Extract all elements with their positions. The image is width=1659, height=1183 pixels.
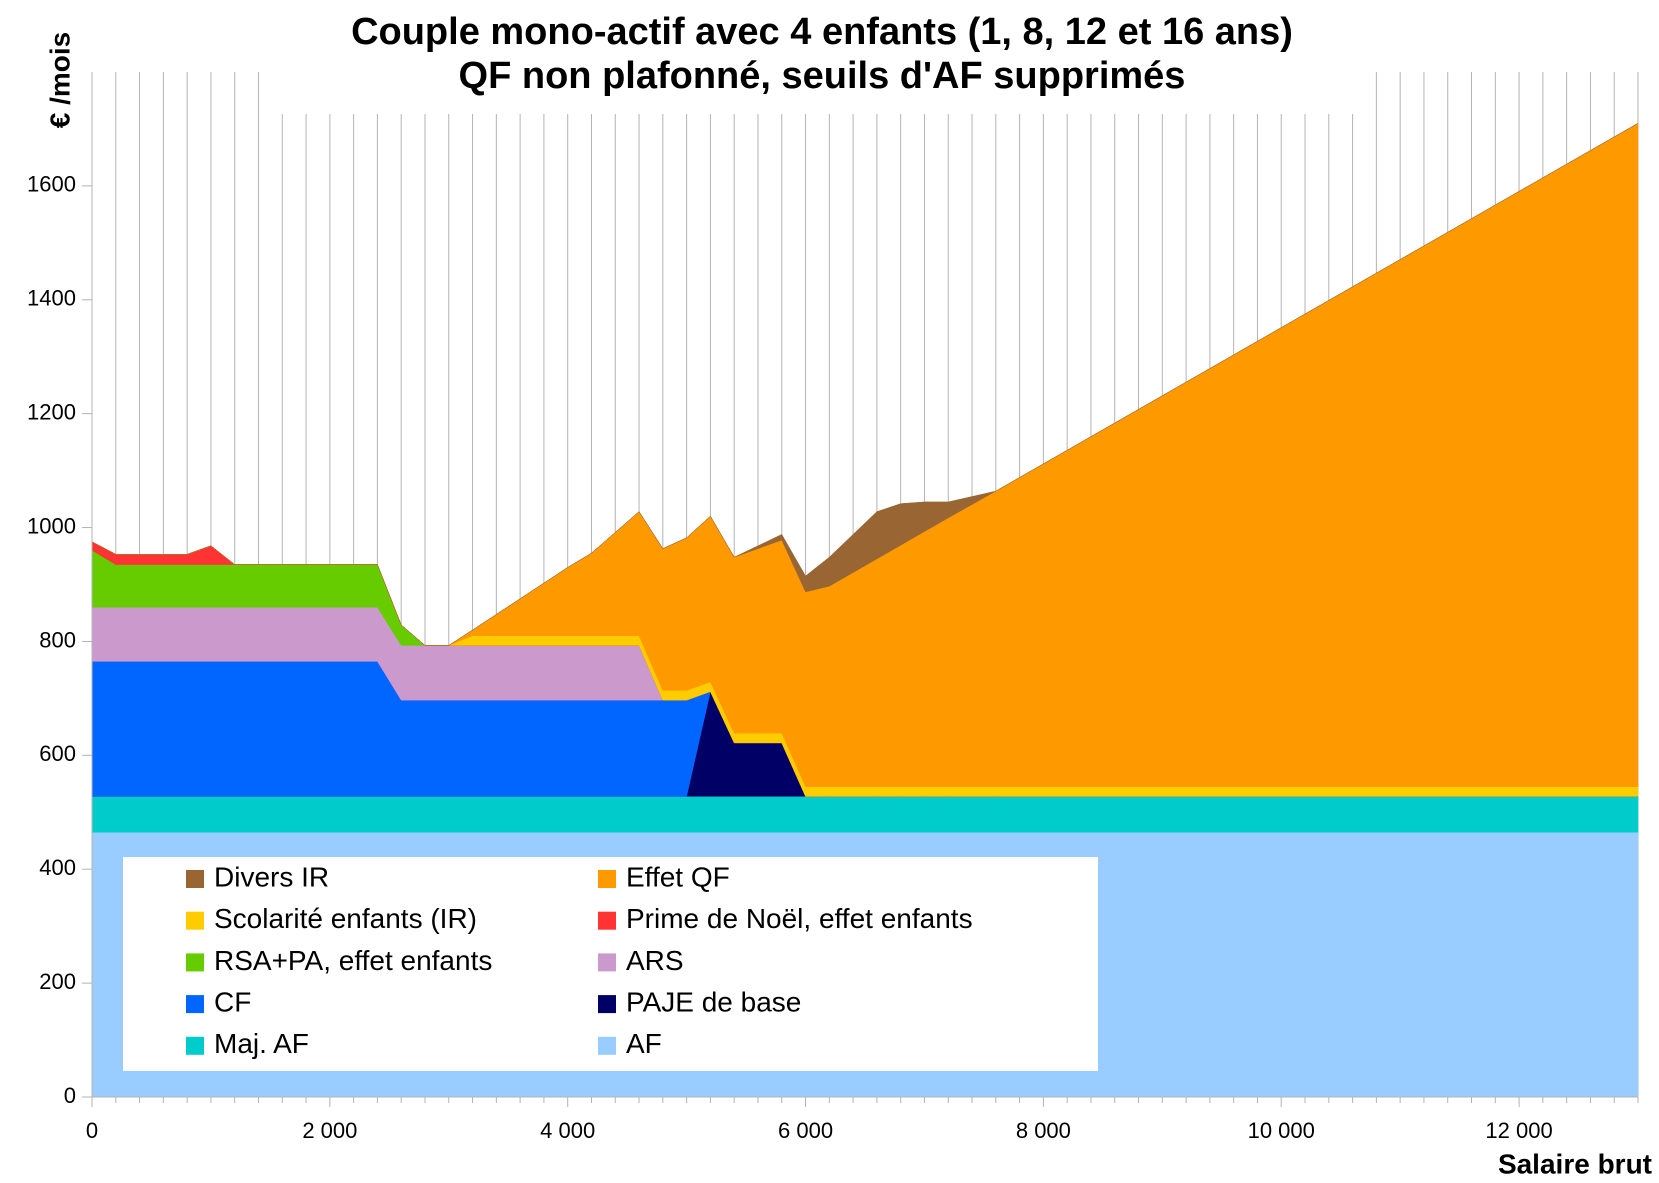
y-tick-label: 600 [39,741,76,766]
legend-swatch [598,911,616,930]
x-tick-label: 8 000 [1016,1118,1071,1143]
y-tick-label: 1000 [27,513,76,538]
legend-label: Divers IR [214,861,329,892]
x-tick-label: 0 [86,1118,98,1143]
legend-label: RSA+PA, effet enfants [214,945,492,976]
legend-swatch [598,870,616,888]
y-tick-label: 1400 [27,286,76,311]
legend-label: Scolarité enfants (IR) [214,903,477,934]
legend-label: Maj. AF [214,1028,309,1059]
x-tick-label: 10 000 [1248,1118,1315,1143]
legend-swatch [186,911,204,930]
legend-label: Prime de Noël, effet enfants [626,903,973,934]
y-tick-label: 1600 [27,172,76,197]
x-tick-label: 12 000 [1485,1118,1552,1143]
legend-swatch [186,953,204,972]
legend-swatch [186,870,204,888]
legend-label: CF [214,986,251,1017]
legend-swatch [598,995,616,1014]
legend-label: ARS [626,945,684,976]
y-axis-label: € /mois [44,32,75,128]
chart-title: Couple mono-actif avec 4 enfants (1, 8, … [351,11,1293,53]
title-background [275,0,1370,114]
x-tick-label: 4 000 [540,1118,595,1143]
y-tick-label: 200 [39,969,76,994]
legend-swatch [598,1036,616,1055]
legend-swatch [186,995,204,1014]
y-tick-label: 1200 [27,399,76,424]
area [91,123,1639,646]
y-tick-label: 400 [39,855,76,880]
y-tick-label: 0 [64,1083,76,1108]
x-tick-label: 6 000 [778,1118,833,1143]
area [91,796,1639,833]
legend-swatch [598,953,616,972]
x-axis-label: Salaire brut [1498,1148,1652,1179]
x-tick-label: 2 000 [302,1118,357,1143]
legend-label: Effet QF [626,861,730,892]
y-tick-label: 800 [39,627,76,652]
chart-subtitle: QF non plafonné, seuils d'AF supprimés [459,55,1186,97]
legend-label: AF [626,1028,662,1059]
legend-swatch [186,1036,204,1055]
axes: 0 2 000 4 000 6 000 8 000 10 000 12 000 0 200 400… [27,72,1639,1143]
legend-label: PAJE de base [626,986,801,1017]
